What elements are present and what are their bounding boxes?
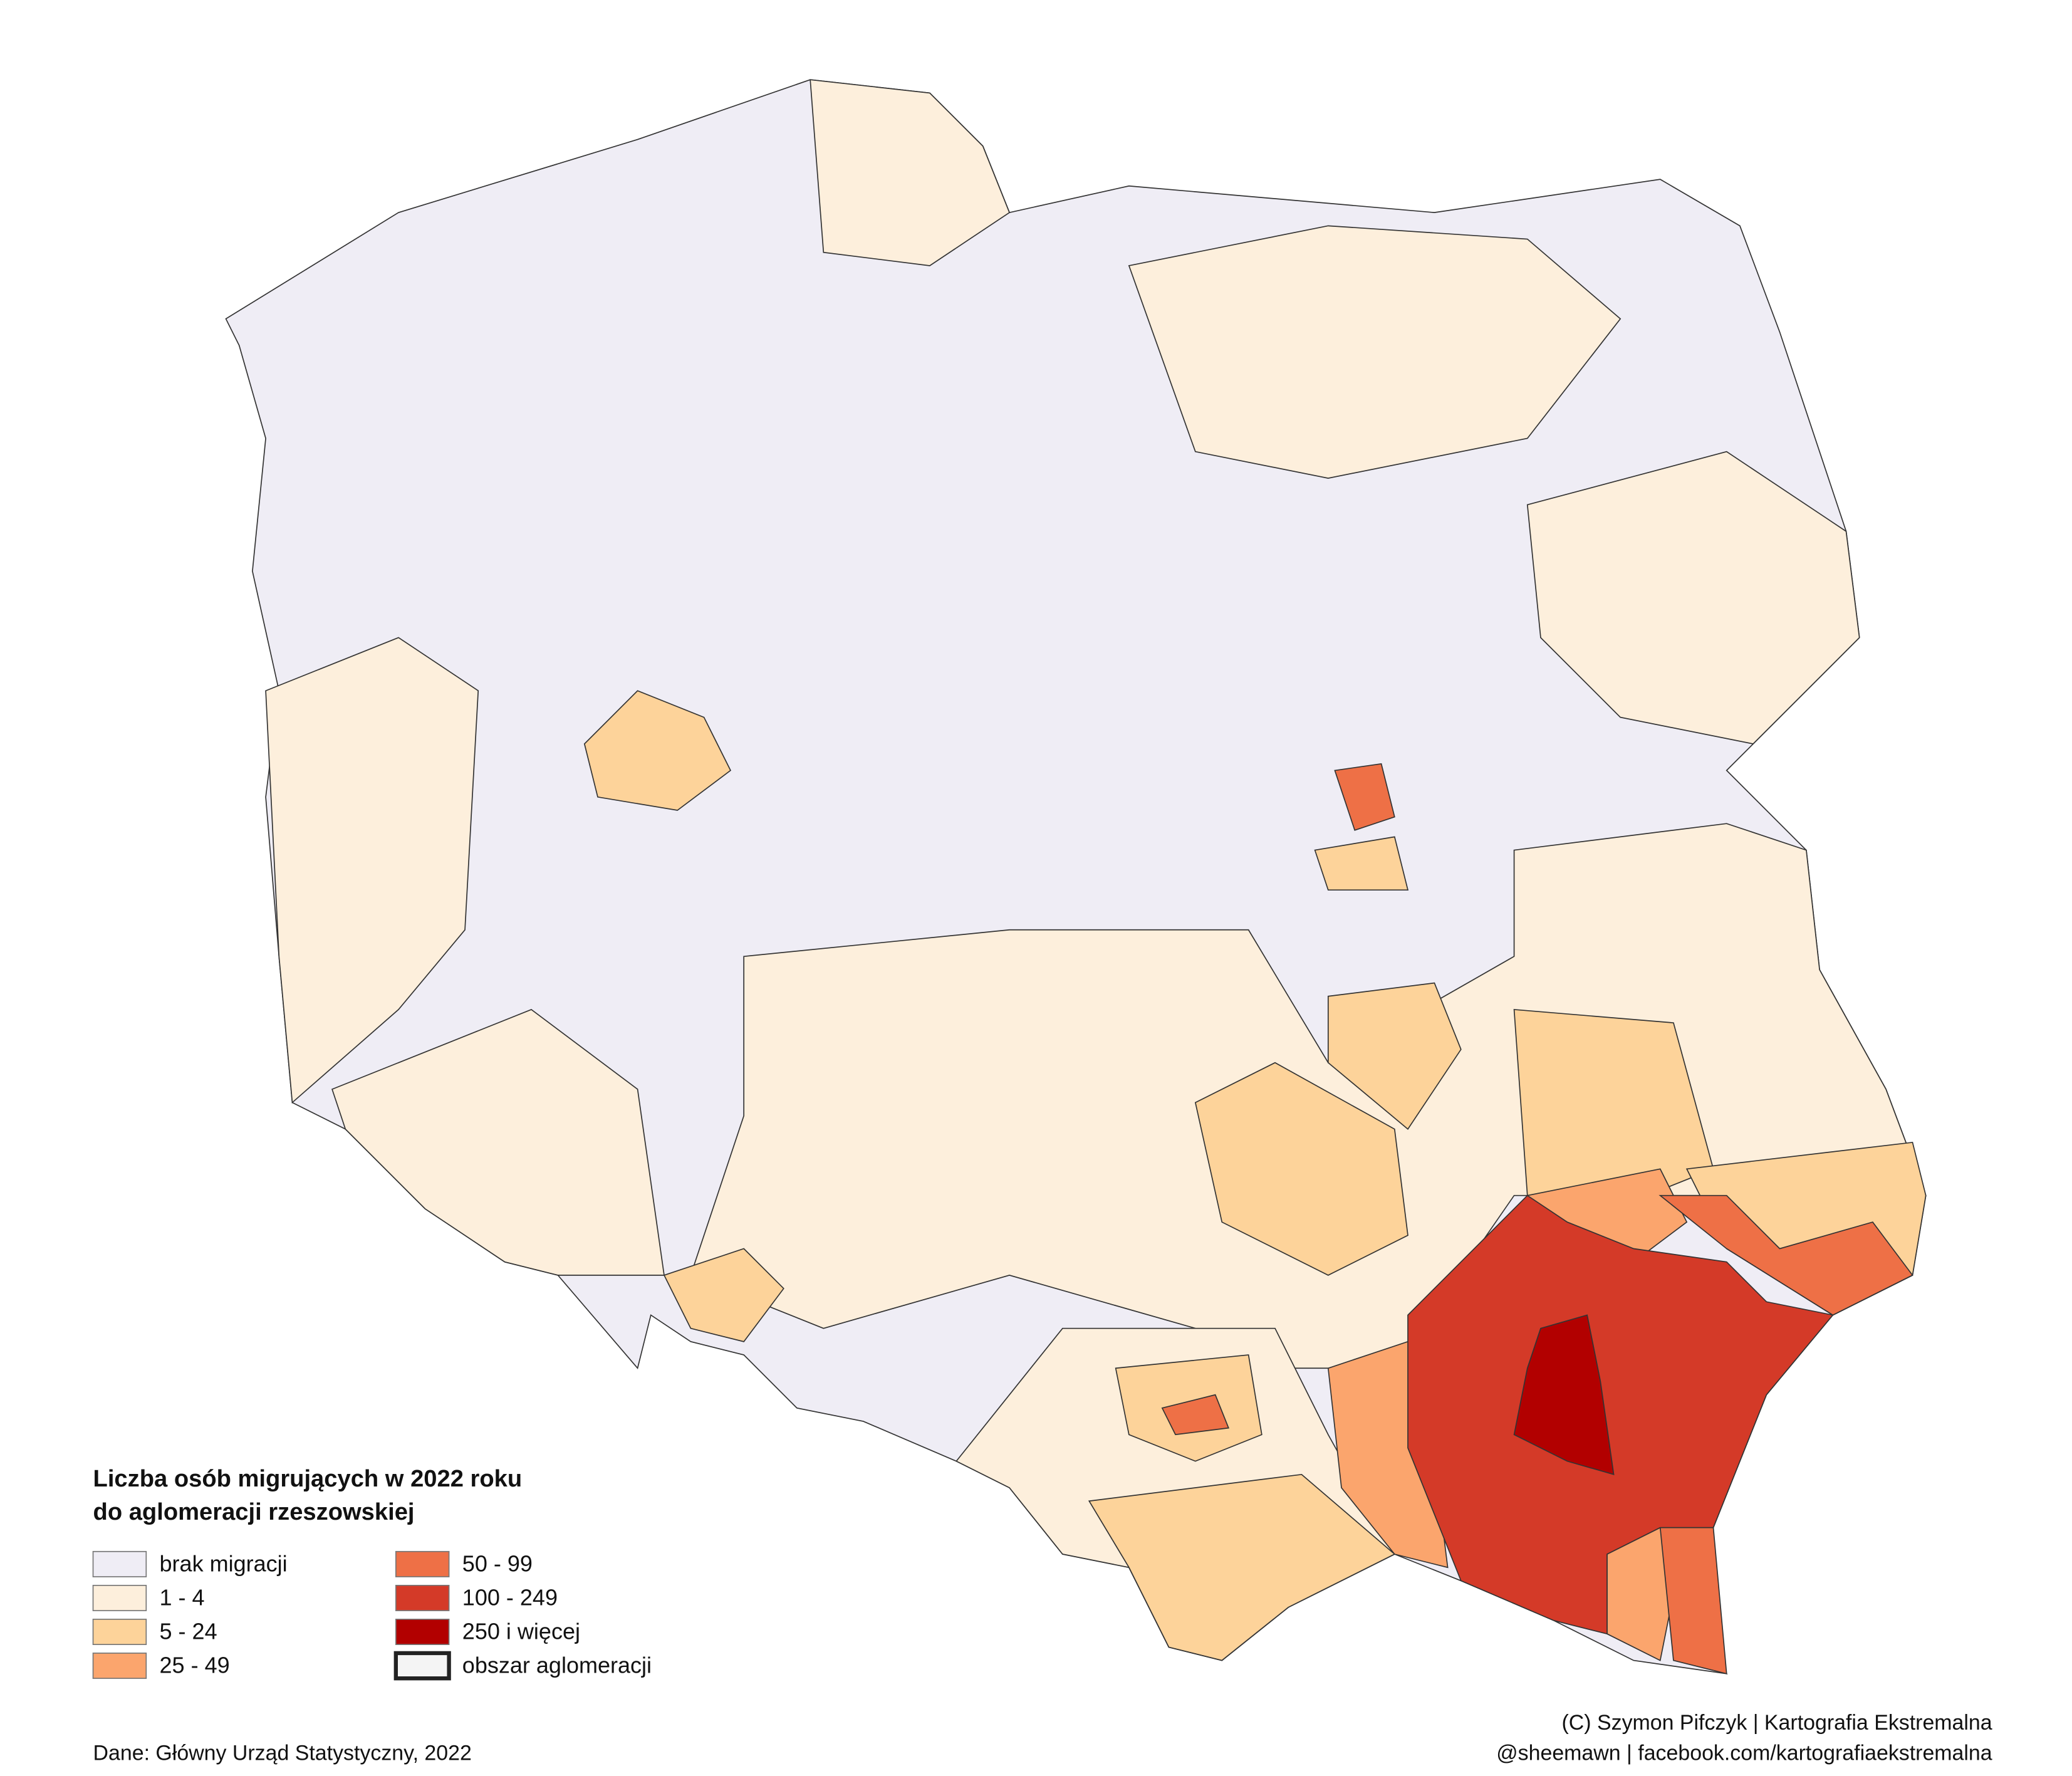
region [1513, 1009, 1714, 1196]
region [663, 1248, 784, 1342]
legend-label: 25 - 49 [160, 1653, 230, 1678]
legend-swatch [92, 1653, 147, 1679]
region [810, 79, 1011, 266]
region [1128, 225, 1622, 479]
legend-label: 100 - 249 [462, 1585, 558, 1611]
legend: Liczba osób migrujących w 2022 roku do a… [92, 1465, 652, 1681]
legend-title: do aglomeracji rzeszowskiej [93, 1498, 415, 1525]
region [583, 690, 732, 811]
legend-label: 1 - 4 [160, 1585, 205, 1611]
region [331, 1008, 665, 1276]
legend-swatch [92, 1619, 147, 1646]
region [1088, 1473, 1396, 1661]
credits: @sheemawn | facebook.com/kartografiaekst… [1496, 1742, 1992, 1765]
region [1314, 836, 1409, 891]
legend-swatch [395, 1619, 450, 1646]
legend-label: 250 i więcej [462, 1619, 580, 1644]
region [1334, 763, 1395, 831]
legend-swatch [393, 1651, 451, 1681]
map-regions [225, 79, 1927, 1674]
legend-label: brak migracji [160, 1551, 288, 1577]
legend-label: 5 - 24 [160, 1619, 217, 1644]
region [265, 637, 479, 1104]
source: Dane: Główny Urząd Statystyczny, 2022 [93, 1742, 472, 1765]
legend-swatch [395, 1550, 450, 1577]
region [1327, 982, 1462, 1130]
region [1526, 451, 1860, 744]
agglomeration [1513, 1314, 1615, 1476]
legend-title: Liczba osób migrujących w 2022 roku [93, 1465, 523, 1492]
region [1194, 1062, 1408, 1276]
legend-label: obszar aglomeracji [462, 1653, 652, 1678]
legend-label: 50 - 99 [462, 1551, 533, 1577]
credits: (C) Szymon Pifczyk | Kartografia Ekstrem… [1562, 1711, 1992, 1735]
region [1407, 1194, 1834, 1635]
legend-swatch [92, 1550, 147, 1577]
region [1658, 1194, 1913, 1316]
region [1161, 1394, 1230, 1436]
legend-swatch [395, 1584, 450, 1611]
legend-swatch [92, 1584, 147, 1611]
